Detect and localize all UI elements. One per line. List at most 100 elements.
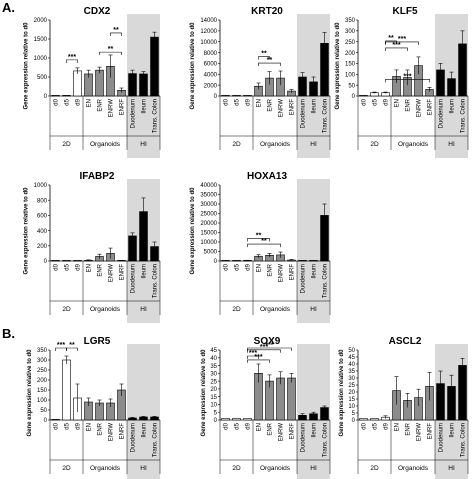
y-tick-label: 15: [348, 397, 355, 403]
y-tick-label: 150: [37, 388, 48, 394]
chart-cdx2: CDX2 0 500 1000 1500 2000 Gene expression rela…: [24, 6, 161, 158]
x-tick-label: Ileum: [312, 264, 318, 279]
x-tick-label: EN: [395, 99, 401, 107]
y-tick-label: 10: [348, 404, 355, 410]
x-tick-label: ENRF: [290, 99, 296, 116]
chart-hoxa13: HOXA13 0 5000 10000 15000 20000 25000 30000 3500…: [190, 171, 331, 323]
x-tick-label: ENRW: [279, 264, 285, 283]
y-tick-label: 50: [40, 408, 47, 414]
significance-label: **: [108, 46, 114, 53]
y-tick-label: 10: [210, 403, 217, 409]
group-label: Organoids: [260, 141, 291, 148]
bar-duodenum: [128, 235, 137, 262]
y-axis-label: Gene expression relative to d0: [190, 187, 196, 275]
significance-label: **: [113, 27, 119, 34]
significance-label: ***: [398, 36, 406, 43]
x-tick-label: Duodenum: [131, 423, 137, 452]
y-tick-label: 600: [37, 214, 48, 220]
x-tick-label: d5: [65, 98, 71, 105]
x-tick-label: Duodenum: [131, 99, 137, 128]
x-tick-label: EN: [257, 99, 263, 107]
chart-title: IFABP2: [79, 171, 114, 182]
y-tick-label: 300: [37, 358, 48, 364]
y-tick-label: 0: [214, 418, 218, 424]
x-tick-label: Ileum: [312, 99, 318, 114]
y-tick-label: 0: [214, 259, 218, 265]
group-label: HI: [140, 141, 147, 148]
y-tick-label: 100: [345, 72, 356, 78]
significance-label: ***: [260, 344, 268, 351]
chart-title: HOXA13: [247, 171, 287, 182]
bar-d5: [62, 359, 71, 421]
y-tick-label: 30: [348, 376, 355, 382]
y-tick-label: 20: [348, 390, 355, 396]
x-tick-label: ENRF: [428, 423, 434, 440]
significance-label: ***: [392, 42, 400, 49]
y-tick-label: 250: [37, 368, 48, 374]
x-tick-label: ENRF: [120, 264, 126, 281]
x-tick-label: Duodenum: [439, 423, 445, 452]
x-tick-label: d0: [362, 98, 368, 105]
significance-bracket: [110, 32, 122, 36]
x-tick-label: Trans. Colon: [323, 99, 329, 133]
y-tick-label: 200: [37, 378, 48, 384]
x-tick-label: d5: [65, 422, 71, 429]
bar-d0: [51, 260, 60, 262]
bar-d0: [359, 418, 368, 421]
bar-trans-colon: [320, 407, 329, 421]
significance-bracket: [258, 56, 270, 60]
x-tick-label: Ileum: [450, 99, 456, 114]
y-tick-label: 40: [210, 356, 217, 362]
x-tick-label: ENRF: [120, 423, 126, 440]
bar-enrf: [287, 377, 296, 421]
x-tick-label: Ileum: [312, 423, 318, 438]
x-tick-label: ENR: [98, 98, 104, 111]
y-tick-label: 14000: [200, 18, 217, 24]
x-tick-label: d5: [373, 98, 379, 105]
y-tick-label: 2000: [34, 18, 48, 24]
x-tick-label: EN: [395, 423, 401, 431]
significance-bracket: [385, 40, 397, 44]
y-tick-label: 40: [348, 362, 355, 368]
x-tick-label: EN: [257, 264, 263, 272]
group-label: HI: [310, 141, 317, 148]
x-tick-label: d0: [54, 98, 60, 105]
significance-label: **: [388, 35, 394, 42]
y-tick-label: 50: [348, 83, 355, 89]
bar-d9: [73, 70, 82, 97]
x-tick-label: d9: [246, 98, 252, 105]
group-label: 2D: [62, 465, 71, 472]
y-tick-label: 30000: [200, 202, 217, 208]
y-tick-label: 35: [348, 369, 355, 375]
group-label: HI: [448, 465, 455, 472]
significance-bracket: [99, 51, 122, 56]
group-label: Organoids: [260, 306, 291, 313]
bar-d5: [370, 418, 379, 421]
group-label: HI: [448, 141, 455, 148]
significance-label: **: [261, 238, 267, 245]
x-tick-label: ENRW: [417, 99, 423, 118]
chart-title: KRT20: [251, 6, 283, 17]
y-tick-label: 25: [348, 383, 355, 389]
x-tick-label: EN: [257, 423, 263, 431]
x-tick-label: ENR: [268, 263, 274, 276]
y-tick-label: 1000: [34, 56, 48, 62]
y-tick-label: 15000: [200, 231, 217, 237]
significance-bracket: [247, 238, 270, 242]
group-label: Organoids: [260, 465, 291, 472]
y-tick-label: 350: [345, 18, 356, 24]
significance-label: **: [267, 57, 273, 64]
significance-label: ***: [403, 73, 411, 80]
significance-bracket: [258, 62, 281, 67]
significance-label: ***: [254, 354, 262, 361]
y-tick-label: 15: [210, 395, 217, 401]
x-tick-label: ENR: [406, 98, 412, 111]
x-tick-label: d9: [384, 98, 390, 105]
bar-d5: [232, 418, 241, 421]
group-label: Organoids: [90, 306, 121, 313]
group-label: 2D: [232, 465, 241, 472]
chart-ifabp2: IFABP2 0 200 400 600 800 1000 Gene expression r…: [24, 171, 161, 323]
bar-d0: [359, 95, 368, 97]
y-tick-label: 12000: [200, 29, 217, 35]
